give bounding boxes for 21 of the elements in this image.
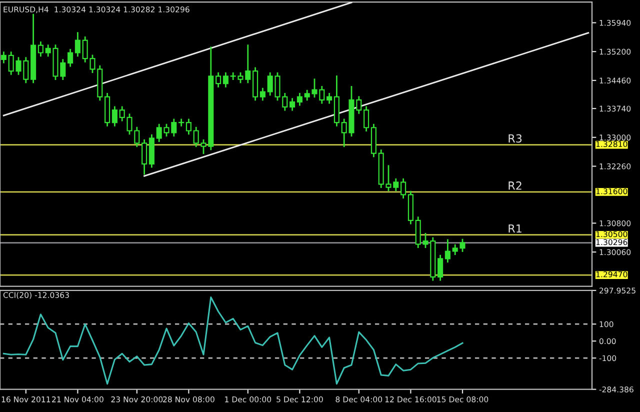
candlestick	[38, 42, 44, 57]
candlestick	[438, 254, 444, 281]
candlestick	[68, 48, 74, 67]
candlestick	[178, 118, 184, 126]
candlestick	[444, 239, 450, 262]
candlestick	[222, 72, 228, 88]
candlestick	[290, 98, 296, 111]
candlestick	[296, 93, 302, 106]
candlestick	[74, 32, 80, 57]
candlestick	[326, 93, 332, 104]
candlestick	[400, 178, 406, 199]
candlestick	[364, 106, 370, 132]
candlestick	[216, 72, 222, 88]
ref-line-label: R2	[508, 181, 522, 190]
candlestick	[0, 52, 6, 64]
ref-line-label: R1	[508, 224, 522, 233]
ref-line-label: R3	[508, 134, 522, 143]
candlestick	[142, 139, 148, 175]
candlestick	[260, 88, 266, 101]
candlestick	[112, 106, 118, 126]
candlestick	[186, 118, 192, 135]
